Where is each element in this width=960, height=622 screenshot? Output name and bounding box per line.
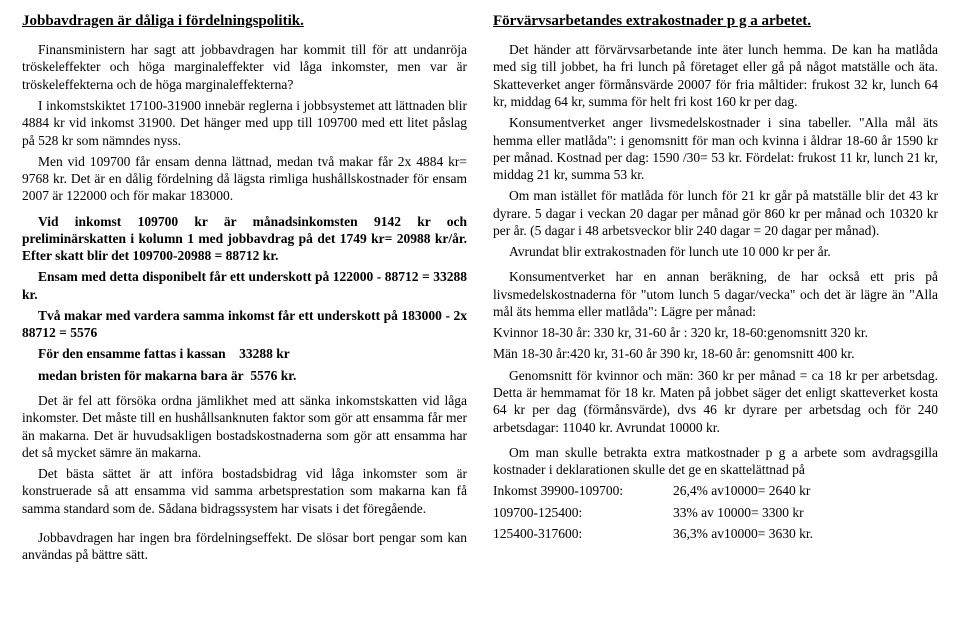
left-p4: Vid inkomst 109700 kr är månadsinkomsten… <box>22 213 467 265</box>
left-column: Jobbavdragen är dåliga i fördelningspoli… <box>22 12 467 610</box>
right-p8: Genomsnitt för kvinnor och män: 360 kr p… <box>493 367 938 436</box>
left-p10: Det bästa sättet är att införa bostadsbi… <box>22 465 467 517</box>
right-row2: 109700-125400:33% av 10000= 3300 kr <box>493 504 938 521</box>
left-heading: Jobbavdragen är dåliga i fördelningspoli… <box>22 12 467 31</box>
right-p4: Avrundat blir extrakostnaden för lunch u… <box>493 243 938 260</box>
right-column: Förvärvsarbetandes extrakostnader p g a … <box>493 12 938 610</box>
left-p8a: medan bristen för makarna bara är <box>22 367 244 384</box>
right-p6: Kvinnor 18-30 år: 330 kr, 31-60 år : 320… <box>493 324 938 341</box>
right-heading: Förvärvsarbetandes extrakostnader p g a … <box>493 12 938 31</box>
left-p7: För den ensamme fattas i kassan 33288 kr <box>22 345 467 362</box>
right-r3b: 36,3% av10000= 3630 kr. <box>673 526 813 541</box>
left-p2: I inkomstskiktet 17100-31900 innebär reg… <box>22 97 467 149</box>
left-p8: medan bristen för makarna bara är 5576 k… <box>22 367 467 384</box>
left-p5: Ensam med detta disponibelt får ett unde… <box>22 268 467 303</box>
right-r2a: 109700-125400: <box>493 504 673 521</box>
left-p3: Men vid 109700 får ensam denna lättnad, … <box>22 153 467 205</box>
right-p2: Konsumentverket anger livsmedelskostnade… <box>493 114 938 183</box>
right-p9: Om man skulle betrakta extra matkostnade… <box>493 444 938 479</box>
right-r1a: Inkomst 39900-109700: <box>493 482 673 499</box>
left-p6: Två makar med vardera samma inkomst får … <box>22 307 467 342</box>
left-p9: Det är fel att försöka ordna jämlikhet m… <box>22 392 467 461</box>
left-p7a: För den ensamme fattas i kassan <box>22 345 226 362</box>
left-p8b: 5576 kr. <box>250 368 296 383</box>
right-row1: Inkomst 39900-109700:26,4% av10000= 2640… <box>493 482 938 499</box>
right-p7: Män 18-30 år:420 kr, 31-60 år 390 kr, 18… <box>493 345 938 362</box>
right-r1b: 26,4% av10000= 2640 kr <box>673 483 810 498</box>
left-p11: Jobbavdragen har ingen bra fördelningsef… <box>22 529 467 564</box>
right-p5: Konsumentverket har en annan beräkning, … <box>493 268 938 320</box>
right-p3: Om man istället för matlåda för lunch fö… <box>493 187 938 239</box>
right-p1: Det händer att förvärvsarbetande inte ät… <box>493 41 938 110</box>
right-r2b: 33% av 10000= 3300 kr <box>673 505 804 520</box>
left-p1: Finansministern har sagt att jobbavdrage… <box>22 41 467 93</box>
right-r3a: 125400-317600: <box>493 525 673 542</box>
right-row3: 125400-317600:36,3% av10000= 3630 kr. <box>493 525 938 542</box>
left-p7b: 33288 kr <box>239 346 290 361</box>
